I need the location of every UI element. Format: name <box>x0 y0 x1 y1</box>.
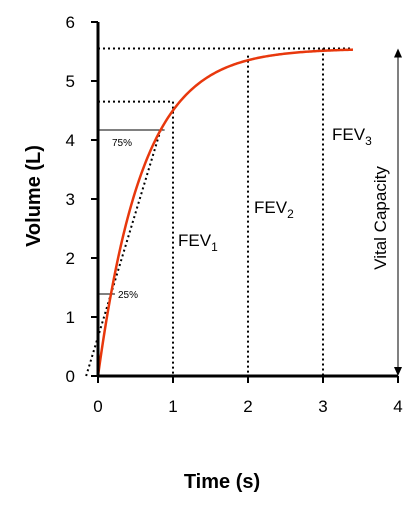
percent-label-75: 75% <box>112 138 132 149</box>
fev-label-text-2: FEV <box>254 198 288 217</box>
y-tick-label-5: 5 <box>66 72 75 91</box>
y-tick-label-0: 0 <box>66 367 75 386</box>
fev-label-text-1: FEV <box>178 231 212 250</box>
fev-label-subscript-3: 3 <box>365 134 372 148</box>
y-tick-label-1: 1 <box>66 308 75 327</box>
volume-curve <box>96 48 354 377</box>
fev-label-subscript-1: 1 <box>211 240 218 254</box>
fev-label-subscript-2: 2 <box>287 207 294 221</box>
y-tick-label-3: 3 <box>66 190 75 209</box>
y-tick-label-4: 4 <box>66 131 75 150</box>
x-tick-label-2: 2 <box>243 397 252 416</box>
y-tick-label-6: 6 <box>66 13 75 32</box>
x-axis-title: Time (s) <box>184 471 260 493</box>
fev-label-2: FEV2 <box>254 198 294 221</box>
y-tick-label-2: 2 <box>66 249 75 268</box>
vital-capacity-arrowhead-top <box>394 48 402 58</box>
y-axis-title: Volume (L) <box>23 145 45 247</box>
vital-capacity-label: Vital Capacity <box>371 166 390 270</box>
x-tick-label-1: 1 <box>168 397 177 416</box>
x-tick-label-3: 3 <box>318 397 327 416</box>
percent-label-25: 25% <box>118 290 138 301</box>
x-tick-label-0: 0 <box>93 397 102 416</box>
fev-label-1: FEV1 <box>178 231 218 254</box>
x-tick-label-4: 4 <box>393 397 402 416</box>
fev-label-3: FEV3 <box>332 125 372 148</box>
vital-capacity-arrowhead-bottom <box>394 367 402 376</box>
fev-label-text-3: FEV <box>332 125 366 144</box>
